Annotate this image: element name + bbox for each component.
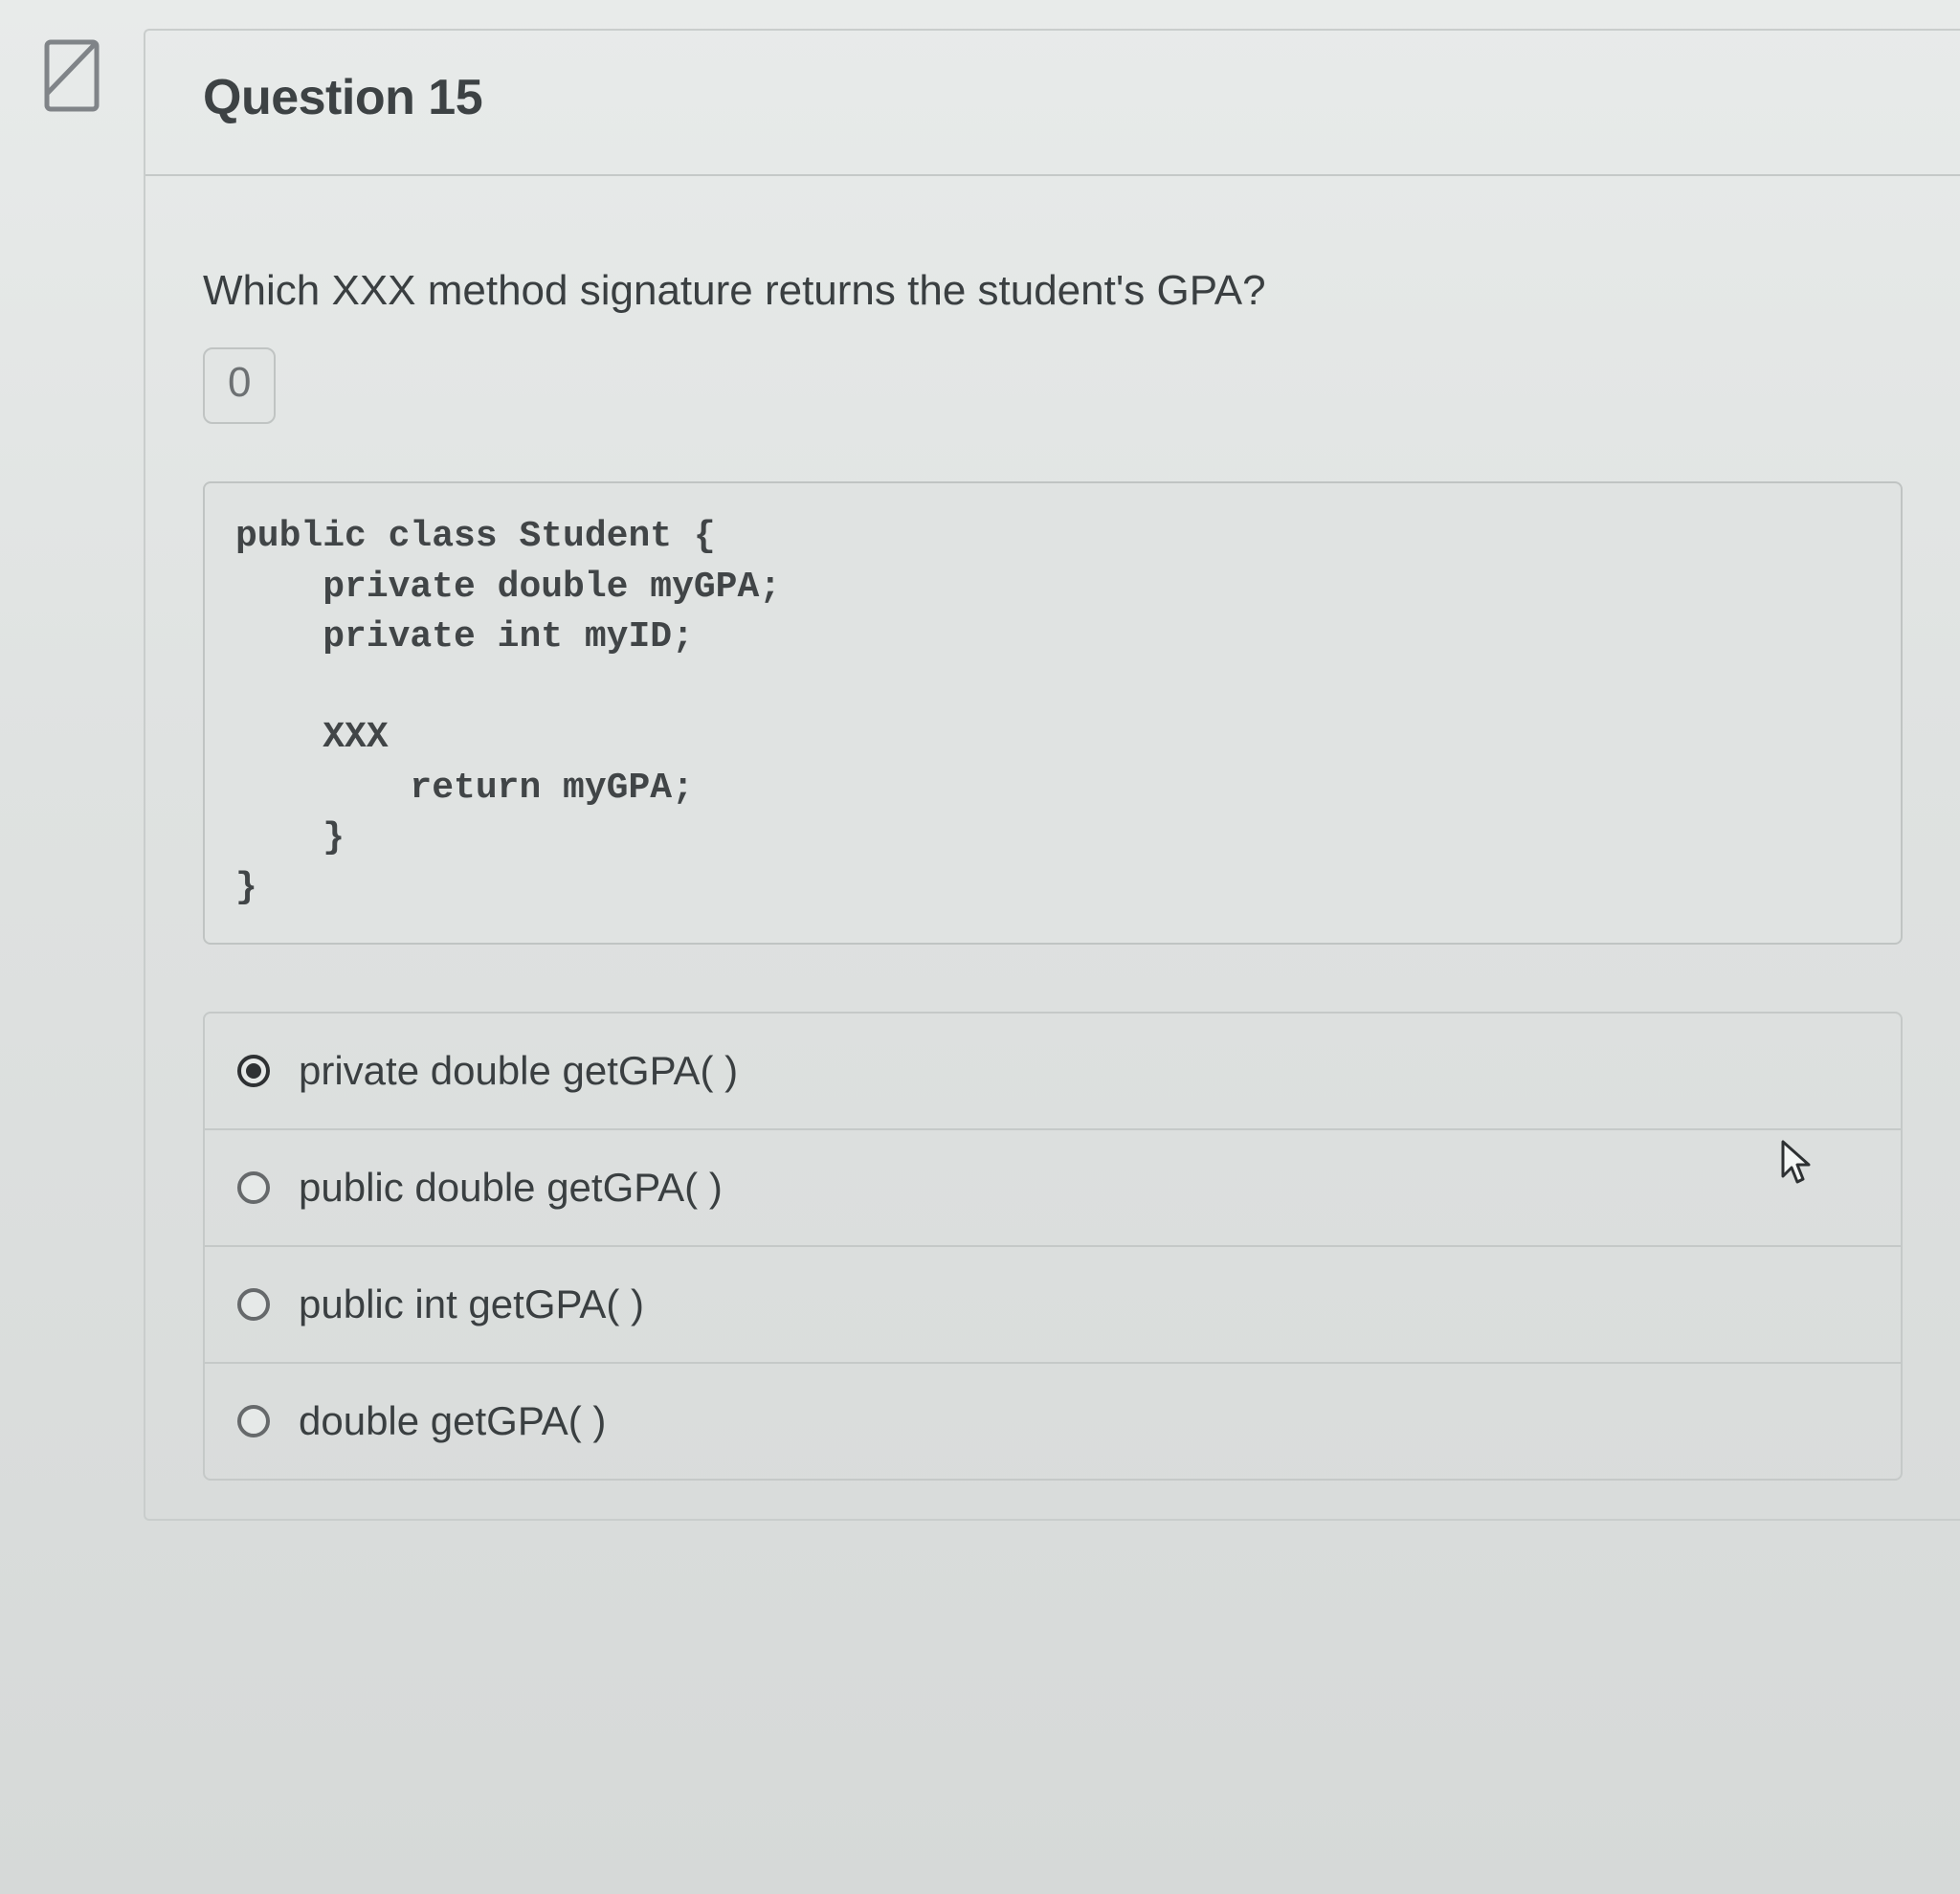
answer-label: public int getGPA( ): [299, 1281, 644, 1327]
answer-label: private double getGPA( ): [299, 1048, 738, 1094]
question-prompt: Which XXX method signature returns the s…: [203, 262, 1903, 319]
page: Question 15 Which XXX method signature r…: [0, 0, 1960, 1894]
answer-label: public double getGPA( ): [299, 1165, 723, 1211]
question-header: Question 15: [145, 31, 1960, 176]
code-block: public class Student { private double my…: [203, 481, 1903, 945]
radio-icon[interactable]: [237, 1171, 270, 1204]
answer-option-3[interactable]: public int getGPA( ): [205, 1247, 1901, 1364]
answer-option-1[interactable]: private double getGPA( ): [205, 1014, 1901, 1130]
flag-column: [0, 38, 144, 113]
radio-icon[interactable]: [237, 1055, 270, 1087]
answer-option-4[interactable]: double getGPA( ): [205, 1364, 1901, 1479]
attempts-badge: 0: [203, 347, 276, 424]
question-body: Which XXX method signature returns the s…: [145, 176, 1960, 1519]
question-card: Question 15 Which XXX method signature r…: [144, 29, 1960, 1521]
question-title: Question 15: [203, 69, 1903, 126]
code-text: public class Student { private double my…: [235, 512, 1870, 914]
answer-label: double getGPA( ): [299, 1398, 606, 1444]
radio-icon[interactable]: [237, 1288, 270, 1321]
radio-icon[interactable]: [237, 1405, 270, 1437]
answers-list: private double getGPA( ) public double g…: [203, 1012, 1903, 1481]
answer-option-2[interactable]: public double getGPA( ): [205, 1130, 1901, 1247]
flag-icon[interactable]: [43, 38, 100, 113]
